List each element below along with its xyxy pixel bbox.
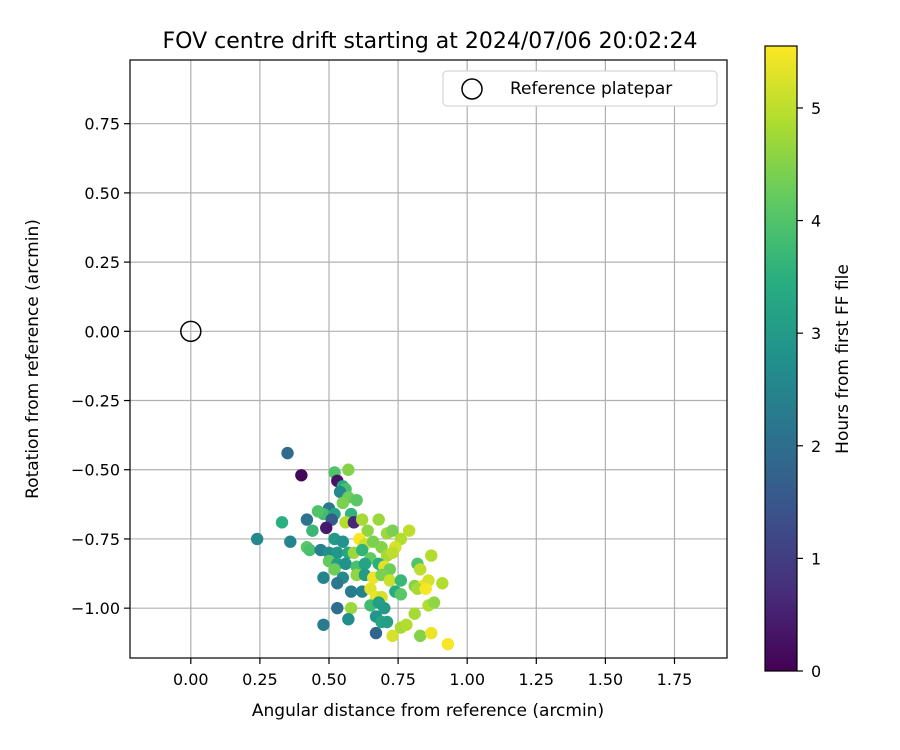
data-point bbox=[342, 463, 355, 476]
legend-entry-reference: Reference platepar bbox=[510, 79, 672, 99]
grid-lines bbox=[130, 60, 727, 658]
x-tick-label: 1.00 bbox=[449, 670, 485, 689]
data-point bbox=[281, 446, 294, 460]
colorbar-tick-label: 3 bbox=[811, 324, 821, 343]
legend-open-circle-icon bbox=[461, 78, 483, 100]
y-tick-label: −0.25 bbox=[71, 392, 120, 411]
data-point bbox=[386, 629, 399, 643]
y-tick-label: 0.50 bbox=[84, 184, 120, 203]
x-tick-label: 1.25 bbox=[518, 670, 554, 689]
data-point bbox=[344, 585, 358, 598]
data-point bbox=[372, 513, 385, 526]
data-point bbox=[361, 524, 374, 537]
data-point bbox=[441, 637, 455, 651]
data-point bbox=[358, 557, 372, 571]
data-point bbox=[344, 601, 358, 615]
x-tick-label: 1.50 bbox=[588, 670, 624, 689]
data-points bbox=[250, 446, 455, 651]
data-point bbox=[320, 521, 333, 535]
data-point bbox=[328, 563, 341, 576]
plot-frame bbox=[129, 59, 728, 659]
data-point bbox=[284, 535, 297, 548]
data-point bbox=[419, 582, 432, 595]
data-point bbox=[250, 532, 264, 546]
data-point bbox=[350, 493, 363, 507]
data-point bbox=[303, 543, 316, 557]
data-point bbox=[394, 574, 408, 587]
chart-title: FOV centre drift starting at 2024/07/06 … bbox=[163, 29, 698, 54]
colorbar-tick-label: 4 bbox=[811, 212, 821, 231]
data-point bbox=[336, 496, 350, 510]
data-point bbox=[295, 469, 308, 482]
reference-platepar-marker bbox=[180, 320, 202, 343]
colorbar-tick-label: 1 bbox=[811, 549, 821, 568]
x-tick-label: 0.00 bbox=[173, 670, 209, 689]
data-point bbox=[386, 546, 399, 559]
data-point bbox=[331, 546, 344, 559]
data-point bbox=[317, 618, 330, 631]
reference-point-circle bbox=[180, 320, 202, 343]
data-point bbox=[275, 516, 289, 529]
data-point bbox=[386, 524, 399, 537]
data-point bbox=[331, 601, 344, 615]
x-tick-label: 1.75 bbox=[657, 670, 693, 689]
colorbar-tick-label: 0 bbox=[811, 662, 821, 681]
data-point bbox=[402, 524, 416, 537]
colorbar-tick-label: 2 bbox=[811, 437, 821, 456]
legend-box bbox=[442, 70, 718, 107]
data-point bbox=[331, 577, 344, 590]
y-axis-ticks: 0.75 0.50 0.25 0.00 −0.25 −0.50 −0.75 −1.00 bbox=[71, 115, 130, 618]
data-point bbox=[427, 596, 441, 609]
x-tick-label: 0.75 bbox=[380, 670, 416, 689]
x-axis-ticks: 0.00 0.25 0.50 0.75 1.00 1.25 1.50 1.75 bbox=[173, 658, 692, 689]
x-axis-label: Angular distance from reference (arcmin) bbox=[252, 701, 604, 721]
data-point bbox=[383, 574, 397, 587]
data-point bbox=[414, 629, 427, 643]
data-point bbox=[394, 588, 408, 601]
data-point bbox=[408, 607, 421, 620]
data-point bbox=[425, 626, 438, 640]
data-point bbox=[300, 513, 314, 526]
data-point bbox=[342, 613, 355, 626]
colorbar bbox=[764, 45, 798, 672]
data-point bbox=[355, 543, 369, 557]
data-point bbox=[414, 563, 427, 576]
y-tick-label: 0.25 bbox=[84, 253, 120, 272]
y-tick-label: −0.50 bbox=[71, 461, 120, 480]
data-point bbox=[425, 549, 438, 562]
data-point bbox=[306, 524, 319, 537]
y-tick-label: 0.00 bbox=[84, 322, 120, 341]
y-tick-label: −1.00 bbox=[71, 599, 120, 618]
data-point bbox=[380, 615, 394, 629]
y-tick-label: 0.75 bbox=[84, 115, 120, 134]
x-tick-label: 0.50 bbox=[311, 670, 347, 689]
data-point bbox=[400, 618, 413, 631]
colorbar-ticks: 0 1 2 3 4 5 bbox=[797, 99, 821, 681]
data-point bbox=[336, 535, 350, 548]
x-tick-label: 0.25 bbox=[242, 670, 278, 689]
data-point bbox=[317, 571, 330, 584]
data-point bbox=[311, 505, 325, 518]
data-point bbox=[339, 557, 352, 571]
legend: Reference platepar bbox=[442, 70, 718, 107]
y-tick-label: −0.75 bbox=[71, 530, 120, 549]
data-point bbox=[378, 601, 391, 615]
data-point bbox=[436, 577, 449, 590]
colorbar-label: Hours from first FF file bbox=[833, 264, 853, 454]
data-point bbox=[355, 513, 369, 526]
colorbar-tick-label: 5 bbox=[811, 99, 821, 118]
y-axis-label: Rotation from reference (arcmin) bbox=[23, 219, 43, 499]
data-point bbox=[369, 626, 383, 640]
